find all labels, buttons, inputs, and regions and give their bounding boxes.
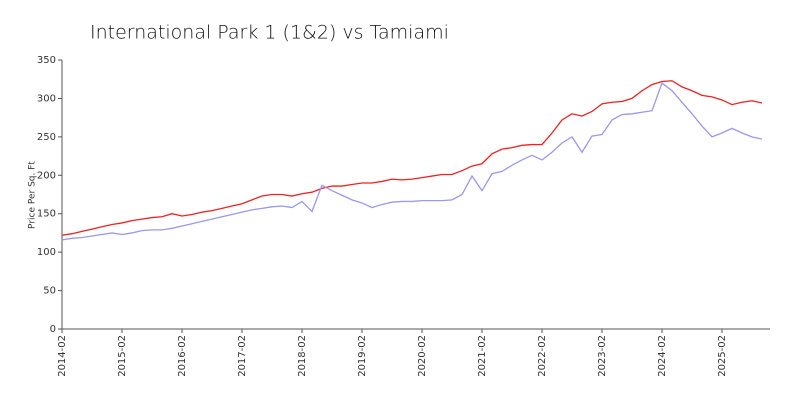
y-tick-label: 350	[37, 55, 56, 66]
x-tick-label: 2016-02	[177, 335, 188, 377]
chart-title: International Park 1 (1&2) vs Tamiami	[90, 22, 449, 44]
x-tick-label: 2017-02	[237, 335, 248, 377]
y-tick-label: 150	[37, 209, 56, 220]
y-tick-label: 0	[50, 324, 56, 335]
x-tick-label: 2018-02	[297, 335, 308, 377]
x-tick-label: 2022-02	[537, 335, 548, 377]
line-series	[61, 81, 763, 241]
x-tick-label: 2023-02	[597, 335, 608, 377]
line-series	[61, 80, 763, 236]
y-tick-label: 300	[37, 93, 56, 104]
x-tick-label: 2024-02	[657, 335, 668, 377]
x-tick-label: 2015-02	[117, 335, 128, 377]
x-tick-label: 2014-02	[57, 335, 68, 377]
x-tick-label: 2021-02	[477, 335, 488, 377]
y-tick-label: 100	[37, 247, 56, 258]
x-tick-label: 2019-02	[357, 335, 368, 377]
y-tick-label: 50	[43, 286, 56, 297]
x-tick-label: 2025-02	[717, 335, 728, 377]
y-tick-label: 200	[37, 170, 56, 181]
x-tick-label: 2020-02	[417, 335, 428, 377]
y-axis-label: Price Per Sq. Ft	[28, 161, 38, 229]
y-tick-label: 250	[37, 132, 56, 143]
